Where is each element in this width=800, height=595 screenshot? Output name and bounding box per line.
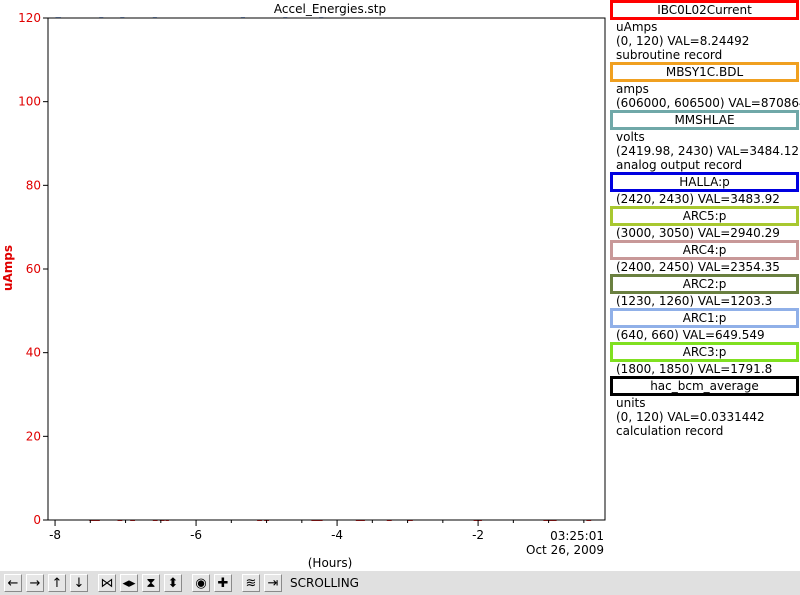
scroll-down-icon: ↓: [73, 575, 85, 591]
y-tick-label: 60: [26, 262, 41, 276]
legend-entry-detail: (640, 660) VAL=649.549: [616, 328, 765, 342]
legend-entry-detail: (1800, 1850) VAL=1791.8: [616, 362, 773, 376]
legend-entry-name[interactable]: ARC3:p: [610, 342, 799, 362]
plot-border: [47, 17, 606, 521]
legend-entry-name[interactable]: ARC4:p: [610, 240, 799, 260]
zoom-out-y-icon: ⬍: [167, 575, 179, 591]
legend-entry-name[interactable]: ARC2:p: [610, 274, 799, 294]
legend-entry-detail: uAmps: [616, 20, 658, 34]
x-axis-label: (Hours): [308, 556, 353, 570]
legend-entry[interactable]: MBSY1C.BDL amps (606000, 606500) VAL=87086…: [608, 62, 800, 110]
zoom-out-x-icon: ◂▸: [122, 575, 136, 591]
legend-entry-detail: (0, 120) VAL=8.24492: [616, 34, 750, 48]
zoom-in-x-button[interactable]: ⋈: [98, 574, 116, 592]
x-tick-label: -8: [49, 528, 61, 542]
scroll-left-icon: ←: [7, 575, 19, 591]
legend-entry-detail: (0, 120) VAL=0.0331442: [616, 410, 765, 424]
legend-entry[interactable]: IBC0L02Current uAmps (0, 120) VAL=8.24492 s…: [608, 0, 800, 62]
y-tick-label: 100: [18, 95, 41, 109]
legend-panel: IBC0L02Current uAmps (0, 120) VAL=8.24492 s…: [608, 0, 800, 570]
x-tick-label: -6: [190, 528, 202, 542]
end-date-label: Oct 26, 2009: [526, 543, 604, 557]
scrolling-mode-label: SCROLLING: [290, 576, 359, 590]
zoom-out-y-button[interactable]: ⬍: [164, 574, 182, 592]
y-tick-label: 20: [26, 429, 41, 443]
scroll-down-button[interactable]: ↓: [70, 574, 88, 592]
scroll-to-end-icon: ⇥: [267, 575, 279, 591]
scroll-to-end-button[interactable]: ⇥: [264, 574, 282, 592]
scroll-up-button[interactable]: ↑: [48, 574, 66, 592]
zoom-in-y-button[interactable]: ⧗: [142, 574, 160, 592]
legend-entry-detail: (606000, 606500) VAL=870864: [616, 96, 800, 110]
chart-title: Accel_Energies.stp: [274, 2, 386, 16]
scroll-right-button[interactable]: →: [26, 574, 44, 592]
legend-entry-name[interactable]: MBSY1C.BDL: [610, 62, 799, 82]
axes: 0 20 40 60 80 100 120 -8 -6 -4 -2: [18, 11, 606, 542]
legend-entry-detail: (3000, 3050) VAL=2940.29: [616, 226, 780, 240]
zoom-out-x-button[interactable]: ◂▸: [120, 574, 138, 592]
auto-zoom-icon: ◉: [195, 575, 207, 591]
config-icon: ≋: [245, 575, 257, 591]
legend-entry-detail: subroutine record: [616, 48, 723, 62]
legend-entry-name[interactable]: ARC1:p: [610, 308, 799, 328]
legend-entry-detail: volts: [616, 130, 645, 144]
legend-entry-name[interactable]: IBC0L02Current: [610, 0, 799, 20]
scroll-up-icon: ↑: [51, 575, 63, 591]
y-tick-label: 80: [26, 178, 41, 192]
legend-entry-detail: (2420, 2430) VAL=3483.92: [616, 192, 780, 206]
x-tick-label: -4: [331, 528, 343, 542]
y-tick-label: 40: [26, 346, 41, 360]
x-tick-label: -2: [472, 528, 484, 542]
legend-entry-name[interactable]: hac_bcm_average: [610, 376, 799, 396]
y-tick-label: 120: [18, 11, 41, 25]
legend-entry-detail: units: [616, 396, 646, 410]
legend-entry-detail: analog output record: [616, 158, 743, 172]
legend-entry-name[interactable]: MMSHLAE: [610, 110, 799, 130]
auto-zoom-button[interactable]: ◉: [192, 574, 210, 592]
legend-entry[interactable]: ARC4:p (2400, 2450) VAL=2354.35: [608, 240, 800, 274]
scroll-left-button[interactable]: ←: [4, 574, 22, 592]
legend-entry-detail: (2419.98, 2430) VAL=3484.12: [616, 144, 799, 158]
add-button[interactable]: ✚: [214, 574, 232, 592]
plot-area[interactable]: Accel_Energies.stp 0 20 40 60 80 100 120 -8 -6 -4…: [0, 0, 608, 570]
plot-frame: [47, 17, 606, 521]
legend-entry[interactable]: ARC3:p (1800, 1850) VAL=1791.8: [608, 342, 800, 376]
zoom-in-y-icon: ⧗: [146, 575, 156, 591]
legend-entry[interactable]: ARC1:p (640, 660) VAL=649.549: [608, 308, 800, 342]
legend-entry[interactable]: hac_bcm_average units (0, 120) VAL=0.03314…: [608, 376, 800, 438]
legend-entry-detail: amps: [616, 82, 649, 96]
end-time-label: 03:25:01: [550, 529, 604, 543]
legend-entry[interactable]: MMSHLAE volts (2419.98, 2430) VAL=3484.12 a…: [608, 110, 800, 172]
legend-entry[interactable]: ARC5:p (3000, 3050) VAL=2940.29: [608, 206, 800, 240]
add-icon: ✚: [217, 575, 229, 591]
y-axis-label: uAmps: [1, 245, 15, 291]
legend-entry-name[interactable]: HALLA:p: [610, 172, 799, 192]
y-tick-label: 0: [33, 513, 41, 527]
legend-entry-detail: (1230, 1260) VAL=1203.3: [616, 294, 773, 308]
legend-entry-name[interactable]: ARC5:p: [610, 206, 799, 226]
legend-entry[interactable]: HALLA:p (2420, 2430) VAL=3483.92: [608, 172, 800, 206]
legend-entry-detail: calculation record: [616, 424, 724, 438]
config-button[interactable]: ≋: [242, 574, 260, 592]
legend-entry[interactable]: ARC2:p (1230, 1260) VAL=1203.3: [608, 274, 800, 308]
scroll-right-icon: →: [29, 575, 41, 591]
legend-entry-detail: (2400, 2450) VAL=2354.35: [616, 260, 780, 274]
zoom-in-x-icon: ⋈: [100, 575, 114, 591]
toolbar: ← → ↑ ↓ ⋈ ◂▸ ⧗ ⬍ ◉ ✚ ≋ ⇥ SCROLLING: [0, 570, 800, 595]
